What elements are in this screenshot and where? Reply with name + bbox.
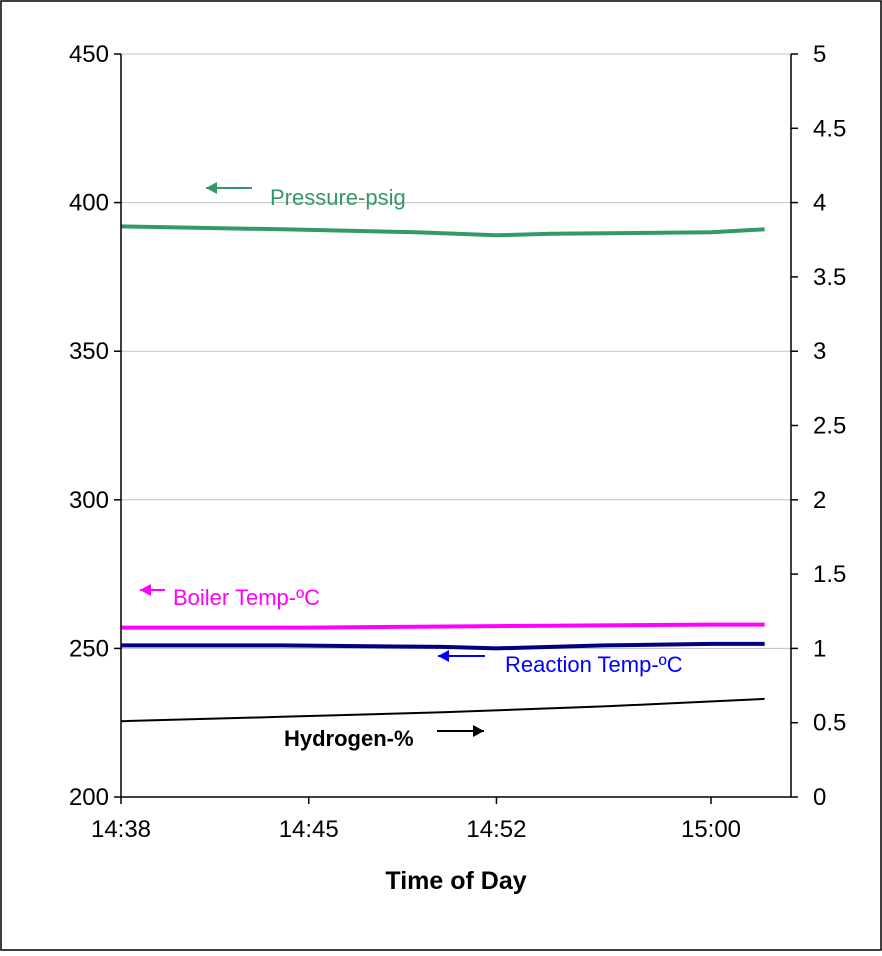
right-axis-tick-label: 4.5: [813, 115, 846, 142]
annotation-arrow-head: [438, 650, 449, 662]
axes-layer: 200 250 300 350 400 450 0 0.5 1 1.5 2 2.5 3 3.5 4 4.5 5 1…: [69, 41, 846, 843]
right-axis-tick-label: 3: [813, 338, 826, 365]
left-axis-tick-label: 350: [69, 338, 109, 365]
annotation-label: Hydrogen-%: [284, 726, 414, 751]
annotation-arrow-head: [473, 725, 484, 737]
right-axis-tick-label: 1.5: [813, 561, 846, 588]
series-line-reaction-temp-c: [121, 641, 765, 651]
right-axis-tick-label: 0.5: [813, 710, 846, 737]
left-axis-tick-label: 300: [69, 487, 109, 514]
series-layer: [120, 224, 765, 723]
grid-layer: [121, 53, 791, 649]
x-axis-tick-label: 14:45: [279, 816, 339, 843]
x-axis-tick-label: 15:00: [681, 816, 741, 843]
annotation-label: Pressure-psig: [270, 185, 406, 210]
x-axis-tick-label: 14:52: [466, 816, 526, 843]
x-axis-title: Time of Day: [385, 867, 526, 895]
left-axis-tick-label: 200: [69, 784, 109, 811]
left-axis-tick-label: 400: [69, 190, 109, 217]
annotation-label: Reaction Temp-ºC: [505, 652, 683, 677]
annotation-arrow-head: [140, 584, 151, 596]
right-axis-tick-label: 2: [813, 487, 826, 514]
right-axis-tick-label: 5: [813, 41, 826, 68]
x-axis-tick-label: 14:38: [91, 816, 151, 843]
right-axis-tick-label: 1: [813, 635, 826, 662]
left-axis-tick-label: 450: [69, 41, 109, 68]
annotation-label: Boiler Temp-ºC: [173, 585, 320, 610]
series-line-boiler-temp-c: [121, 622, 765, 630]
right-axis-tick-label: 3.5: [813, 264, 846, 291]
right-axis-tick-label: 0: [813, 784, 826, 811]
left-axis-tick-label: 250: [69, 635, 109, 662]
right-axis-tick-label: 2.5: [813, 413, 846, 440]
annotation-arrow-head: [206, 182, 217, 194]
annotation-layer: Pressure-psig Boiler Temp-ºC Reaction Temp…: [140, 182, 683, 751]
series-line-hydrogen: [120, 697, 765, 723]
series-line-pressure-psig: [120, 224, 765, 238]
right-axis-tick-label: 4: [813, 190, 826, 217]
